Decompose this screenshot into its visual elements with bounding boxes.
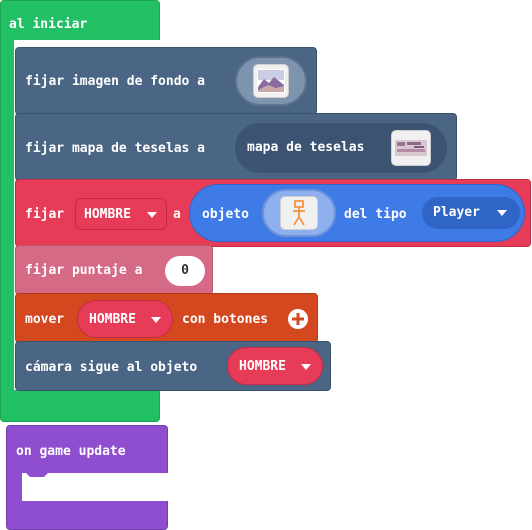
- camera-follow-label: cámara sigue al objeto: [25, 360, 198, 375]
- chevron-down-icon: [497, 210, 507, 216]
- set-tilemap-label: fijar mapa de teselas a: [25, 141, 206, 156]
- sprite-image-thumbnail: [280, 196, 318, 230]
- sprite-kind-value: Player: [433, 205, 480, 220]
- score-value: 0: [181, 263, 189, 278]
- create-sprite-block[interactable]: objeto del tipo Player: [189, 184, 525, 242]
- set-score-block[interactable]: fijar puntaje a 0: [15, 245, 213, 295]
- chevron-down-icon: [147, 212, 157, 218]
- camera-sprite-dropdown[interactable]: HOMBRE: [227, 347, 323, 385]
- set-background-label: fijar imagen de fondo a: [25, 74, 206, 89]
- score-value-input[interactable]: 0: [165, 256, 205, 286]
- move-sprite-dropdown[interactable]: HOMBRE: [77, 300, 173, 338]
- tilemap-thumbnail: [391, 130, 431, 166]
- tilemap-icon: [395, 140, 427, 156]
- move-label: mover: [25, 312, 65, 327]
- sprite-image-picker[interactable]: [262, 189, 336, 237]
- sprite-kind-dropdown[interactable]: Player: [422, 197, 520, 229]
- sprite-kind-label: del tipo: [344, 207, 407, 222]
- tilemap-picker[interactable]: mapa de teselas: [235, 123, 447, 173]
- set-sprite-to-label: a: [173, 207, 181, 222]
- on-game-update-block[interactable]: on game update: [6, 425, 169, 530]
- move-with-buttons-block[interactable]: mover HOMBRE con botones: [15, 293, 318, 343]
- set-score-label: fijar puntaje a: [25, 263, 143, 278]
- set-background-image-block[interactable]: fijar imagen de fondo a: [15, 47, 317, 115]
- on-game-update-label: on game update: [16, 444, 126, 459]
- expand-plus-icon[interactable]: [287, 308, 309, 330]
- sprite-variable-dropdown[interactable]: HOMBRE: [75, 198, 167, 230]
- on-start-label: al iniciar: [9, 17, 88, 32]
- background-image-thumbnail: [253, 64, 289, 98]
- camera-sprite-value: HOMBRE: [239, 359, 286, 374]
- background-image-picker[interactable]: [235, 56, 307, 106]
- move-sprite-value: HOMBRE: [89, 312, 136, 327]
- create-sprite-label: objeto: [202, 207, 249, 222]
- chevron-down-icon: [301, 364, 311, 370]
- on-game-update-statement-slot: [22, 473, 169, 501]
- set-sprite-variable-block[interactable]: fijar HOMBRE a objeto del tipo Player: [15, 179, 531, 247]
- sprite-variable-value: HOMBRE: [84, 207, 131, 222]
- set-tilemap-block[interactable]: fijar mapa de teselas a mapa de teselas: [15, 113, 457, 181]
- chevron-down-icon: [151, 317, 161, 323]
- person-sprite-icon: [293, 200, 305, 226]
- set-sprite-label: fijar: [25, 207, 65, 222]
- tilemap-picker-label: mapa de teselas: [247, 140, 365, 155]
- camera-follow-block[interactable]: cámara sigue al objeto HOMBRE: [15, 341, 331, 391]
- with-buttons-label: con botones: [182, 312, 269, 327]
- background-image-icon: [257, 69, 285, 93]
